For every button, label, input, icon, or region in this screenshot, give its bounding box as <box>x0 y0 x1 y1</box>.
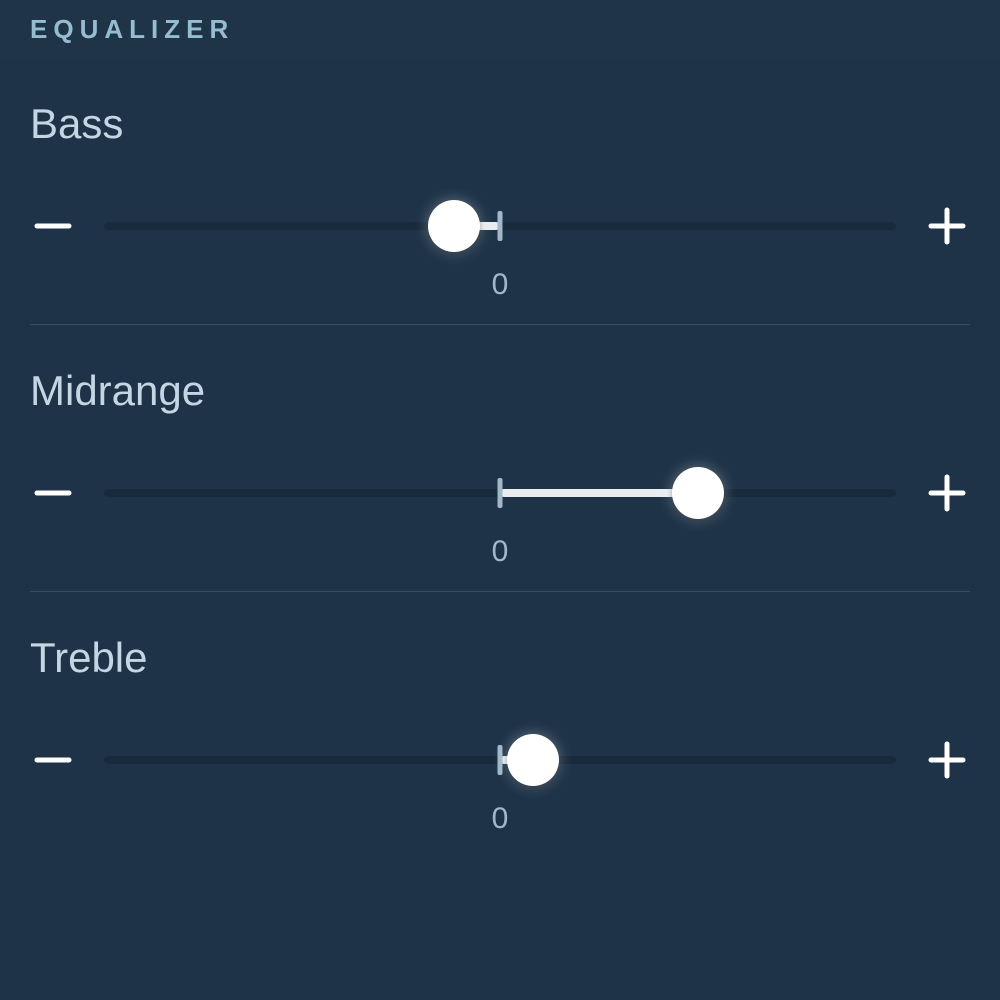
slider-center-tick <box>498 478 503 508</box>
plus-button[interactable] <box>924 470 970 516</box>
eq-section-bass: Bass 0 <box>30 58 970 325</box>
slider-row-midrange <box>30 463 970 523</box>
plus-icon <box>927 206 967 246</box>
minus-icon <box>33 740 73 780</box>
minus-button[interactable] <box>30 203 76 249</box>
slider-thumb[interactable] <box>507 734 559 786</box>
slider-center-tick <box>498 211 503 241</box>
eq-label-bass: Bass <box>30 58 970 196</box>
plus-button[interactable] <box>924 737 970 783</box>
eq-label-treble: Treble <box>30 592 970 730</box>
eq-section-midrange: Midrange 0 <box>30 325 970 592</box>
slider-center-tick <box>498 745 503 775</box>
plus-button[interactable] <box>924 203 970 249</box>
slider-row-bass <box>30 196 970 256</box>
slider-thumb[interactable] <box>428 200 480 252</box>
center-label-treble: 0 <box>30 790 970 842</box>
plus-icon <box>927 740 967 780</box>
eq-label-midrange: Midrange <box>30 325 970 463</box>
slider-bass[interactable] <box>104 196 896 256</box>
minus-button[interactable] <box>30 737 76 783</box>
eq-section-treble: Treble 0 <box>30 592 970 858</box>
center-label-midrange: 0 <box>30 523 970 575</box>
minus-icon <box>33 206 73 246</box>
equalizer-header: EQUALIZER <box>0 0 1000 58</box>
minus-icon <box>33 473 73 513</box>
minus-button[interactable] <box>30 470 76 516</box>
plus-icon <box>927 473 967 513</box>
center-label-bass: 0 <box>30 256 970 308</box>
slider-thumb[interactable] <box>672 467 724 519</box>
equalizer-content: Bass 0 Midrange <box>0 58 1000 858</box>
slider-fill <box>500 489 698 497</box>
header-title: EQUALIZER <box>30 14 234 45</box>
slider-midrange[interactable] <box>104 463 896 523</box>
slider-treble[interactable] <box>104 730 896 790</box>
slider-row-treble <box>30 730 970 790</box>
